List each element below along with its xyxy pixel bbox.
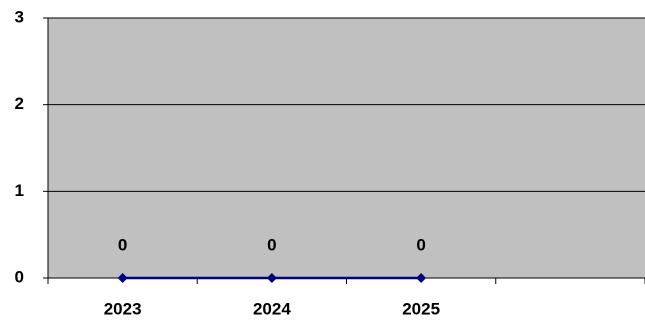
data-label: 0 [118, 235, 127, 254]
marker [416, 273, 427, 283]
y-tick-label: 1 [15, 181, 24, 200]
marker [266, 273, 277, 283]
x-tick-label: 2023 [104, 299, 142, 318]
x-tick-label: 2025 [402, 299, 440, 318]
y-tick-label: 2 [15, 94, 24, 113]
plot-area [48, 18, 645, 278]
x-tick-label: 2024 [253, 299, 291, 318]
y-tick-label: 0 [15, 267, 24, 286]
data-label: 0 [416, 235, 425, 254]
data-label: 0 [267, 235, 276, 254]
y-tick-label: 3 [15, 7, 24, 26]
marker [117, 273, 128, 283]
